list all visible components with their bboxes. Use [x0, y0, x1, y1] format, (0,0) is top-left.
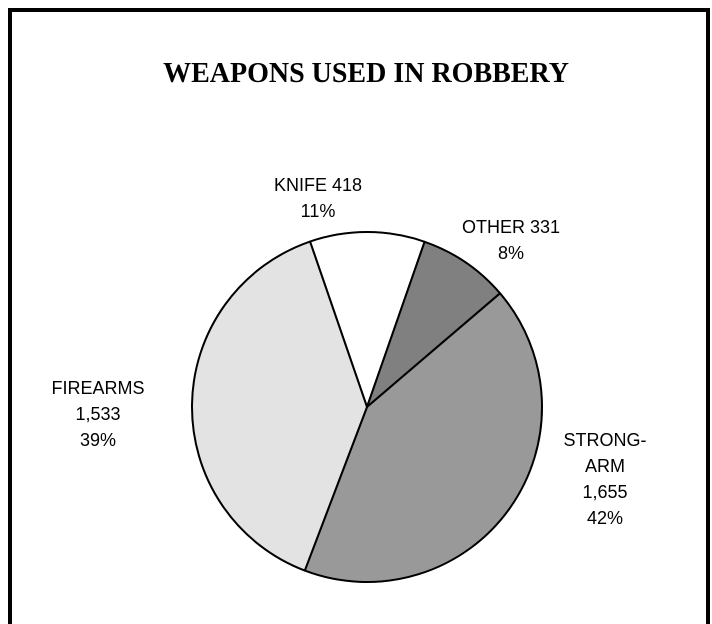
slice-label-line: STRONG- — [564, 430, 647, 450]
slice-label-line: 1,533 — [75, 404, 120, 424]
slice-label-line: 42% — [587, 508, 623, 528]
slice-label-line: 11% — [301, 201, 336, 221]
pie-slice-other — [366, 240, 502, 408]
slice-label-line: 8% — [498, 243, 524, 263]
slice-label-knife: KNIFE 418 11% — [274, 175, 362, 221]
slice-label-strong-arm: STRONG- ARM 1,655 42% — [564, 430, 647, 528]
slice-label-line: ARM — [585, 456, 625, 476]
slice-label-firearms: FIREARMS 1,533 39% — [51, 378, 144, 450]
slice-label-line: KNIFE 418 — [274, 175, 362, 195]
chart-title: WEAPONS USED IN ROBBERY — [163, 58, 569, 89]
pie-slice-firearms — [191, 240, 368, 572]
slice-label-line: 1,655 — [582, 482, 627, 502]
pie-slice-knife — [309, 231, 426, 408]
slice-label-line: FIREARMS — [51, 378, 144, 398]
pie-slice-strong-arm — [303, 292, 543, 583]
chart-border — [8, 8, 710, 624]
slice-label-other: OTHER 331 8% — [462, 217, 560, 263]
slice-label-line: 39% — [80, 430, 116, 450]
slice-label-line: OTHER 331 — [462, 217, 560, 237]
